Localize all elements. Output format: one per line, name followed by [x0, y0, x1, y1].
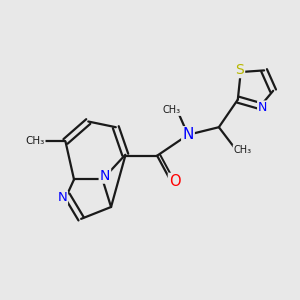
Text: N: N [57, 191, 67, 205]
Text: CH₃: CH₃ [163, 105, 181, 115]
Text: N: N [258, 101, 267, 115]
Text: CH₃: CH₃ [26, 136, 45, 146]
Text: N: N [182, 127, 194, 142]
Text: N: N [100, 169, 110, 183]
Text: S: S [236, 63, 244, 77]
Text: O: O [169, 174, 181, 189]
Text: CH₃: CH₃ [233, 145, 252, 155]
